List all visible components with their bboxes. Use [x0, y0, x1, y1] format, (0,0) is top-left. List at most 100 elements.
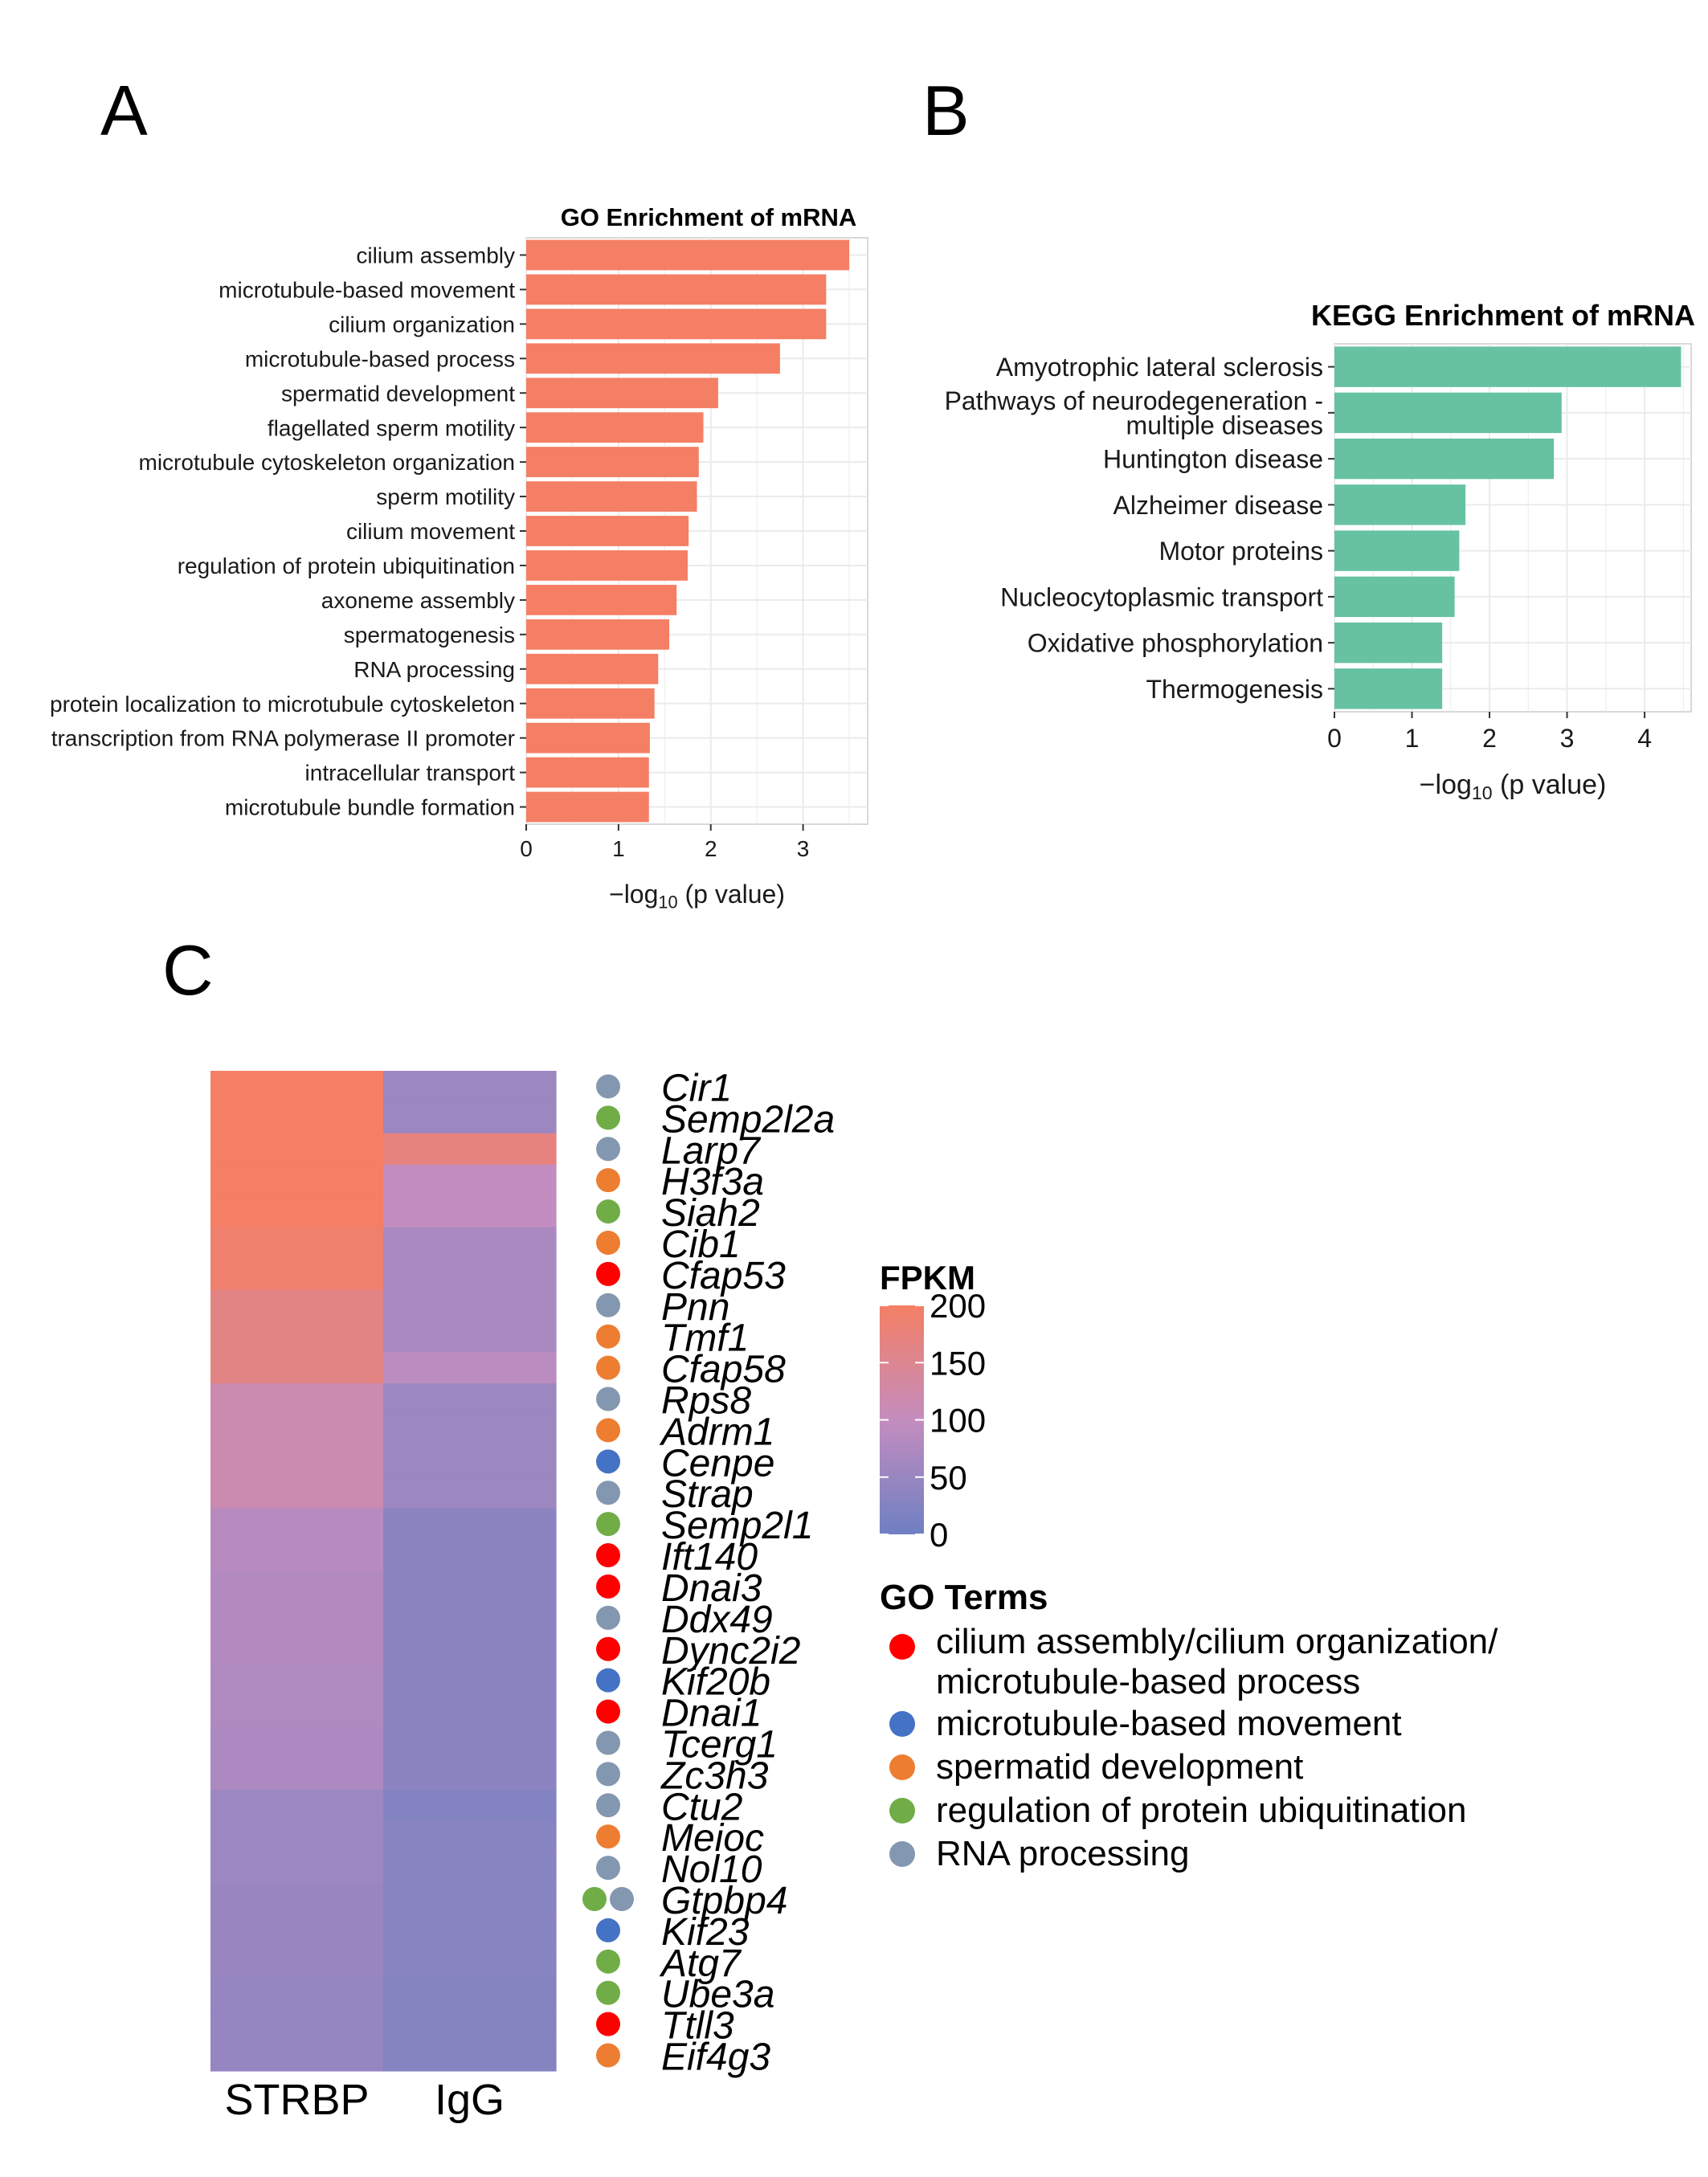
go-category-label: regulation of protein ubiquitination	[178, 553, 515, 578]
go-enrichment-chart: cilium assembly microtubule-based movemen…	[50, 203, 868, 912]
heatmap-cell	[383, 1445, 557, 1478]
go-category-label: flagellated sperm motility	[268, 415, 515, 440]
kegg-bar	[1334, 392, 1562, 434]
heatmap-cell	[383, 1227, 557, 1260]
go-term-dot	[596, 1105, 620, 1130]
go-term-dot	[596, 1324, 620, 1349]
panel-label-b: B	[922, 71, 970, 150]
go-term-dot	[596, 1387, 620, 1411]
go-term-dot	[596, 1730, 620, 1755]
heatmap-cell	[383, 1883, 557, 1916]
go-bar	[526, 239, 850, 271]
heatmap-cell	[383, 1664, 557, 1697]
heatmap-cell	[210, 1914, 384, 1946]
gene-label: Strap	[661, 1473, 754, 1516]
gene-label: Ube3a	[661, 1974, 774, 2016]
go-term-legend-label: spermatid development	[936, 1747, 1303, 1787]
go-term-dot	[596, 1543, 620, 1568]
heatmap-cell	[383, 1539, 557, 1572]
gene-label: Dnai1	[661, 1693, 762, 1735]
heatmap-cell	[210, 1633, 384, 1665]
heatmap-cell	[383, 1321, 557, 1353]
kegg-x-label-sub: 10	[1472, 782, 1493, 803]
go-category-label: transcription from RNA polymerase II pro…	[51, 726, 515, 751]
go-category-label: spermatogenesis	[344, 623, 515, 647]
heatmap-cell	[210, 1664, 384, 1697]
go-term-legend-label: microtubule-based process	[936, 1662, 1360, 1701]
go-category-label: protein localization to microtubule cyto…	[50, 692, 515, 717]
heatmap-cell	[210, 1852, 384, 1885]
go-terms-title: GO Terms	[880, 1578, 1048, 1617]
kegg-bar	[1334, 668, 1443, 709]
heatmap-cell	[383, 1164, 557, 1197]
kegg-bar	[1334, 484, 1466, 525]
heatmap-cell	[210, 1445, 384, 1478]
heatmap-cell	[383, 2008, 557, 2040]
kegg-category-label: Alzheimer disease	[1113, 491, 1323, 520]
go-term-dot	[596, 1293, 620, 1317]
go-bar	[526, 757, 649, 788]
kegg-category-label: Huntington disease	[1103, 445, 1323, 474]
go-term-legend-label: microtubule-based movement	[936, 1704, 1402, 1743]
heatmap-cell	[210, 1321, 384, 1353]
go-category-label: RNA processing	[353, 657, 515, 682]
go-x-label-sub: 10	[658, 892, 677, 912]
go-category-label: spermatid development	[281, 381, 515, 406]
heatmap-cell	[210, 1789, 384, 1822]
go-category-label: intracellular transport	[305, 761, 516, 786]
heatmap-cell	[383, 1570, 557, 1603]
gene-label: Dync2i2	[661, 1630, 800, 1673]
go-bar	[526, 653, 659, 684]
heatmap-cell	[210, 1164, 384, 1197]
gene-label: Cfap53	[661, 1255, 786, 1297]
gene-label: Larp7	[661, 1129, 762, 1172]
gene-label: Cib1	[661, 1223, 741, 1266]
go-term-legend-dot	[889, 1798, 915, 1824]
go-term-dot	[596, 1168, 620, 1193]
gene-label: Kif23	[661, 1911, 750, 1954]
go-terms-legend: GO Terms cilium assembly/cilium organizat…	[880, 1578, 1498, 1873]
gene-label: Meioc	[661, 1817, 764, 1860]
go-term-dot	[596, 1355, 620, 1380]
heatmap-cell	[383, 1789, 557, 1822]
go-category-label: cilium organization	[329, 312, 515, 337]
heatmap-cell	[210, 1883, 384, 1916]
heatmap-cell	[383, 1820, 557, 1853]
go-term-dot	[596, 1449, 620, 1474]
heatmap-cell	[210, 1289, 384, 1321]
heatmap-cell	[210, 1570, 384, 1603]
go-term-legend-label: RNA processing	[936, 1834, 1189, 1873]
heatmap-cell	[210, 1820, 384, 1853]
go-term-dot	[610, 1887, 634, 1912]
heatmap-cell	[383, 1696, 557, 1728]
heatmap-cell	[383, 1633, 557, 1665]
go-bar	[526, 550, 689, 581]
go-term-dot	[596, 1699, 620, 1724]
heatmap-cell	[210, 1133, 384, 1166]
kegg-category-label: Nucleocytoplasmic transport	[1000, 582, 1323, 611]
heatmap-cell	[210, 1539, 384, 1572]
gene-label: Rps8	[661, 1380, 751, 1423]
gene-label: Zc3h3	[660, 1754, 769, 1797]
gene-label: Ift140	[661, 1536, 758, 1579]
go-x-label-suffix: (p value)	[678, 880, 785, 909]
kegg-x-tick-label: 2	[1482, 724, 1497, 753]
go-term-dot	[596, 1230, 620, 1255]
gene-label: Cfap58	[661, 1349, 786, 1391]
go-term-legend-dot	[889, 1711, 915, 1737]
go-term-legend-dot	[889, 1841, 915, 1867]
heatmap-cell	[210, 1414, 384, 1447]
heatmap-cell	[210, 1946, 384, 1978]
heatmap-cell	[383, 1195, 557, 1228]
heatmap-cell	[210, 1758, 384, 1791]
heatmap-cell	[210, 1227, 384, 1260]
heatmap-cell	[383, 1914, 557, 1946]
gene-label: Atg7	[659, 1942, 742, 1985]
kegg-x-tick-label: 4	[1637, 724, 1652, 753]
go-category-label: microtubule cytoskeleton organization	[139, 450, 515, 475]
go-term-dot	[596, 1605, 620, 1630]
go-term-dot	[582, 1887, 607, 1912]
kegg-bar	[1334, 346, 1681, 387]
go-term-dot	[596, 2012, 620, 2036]
